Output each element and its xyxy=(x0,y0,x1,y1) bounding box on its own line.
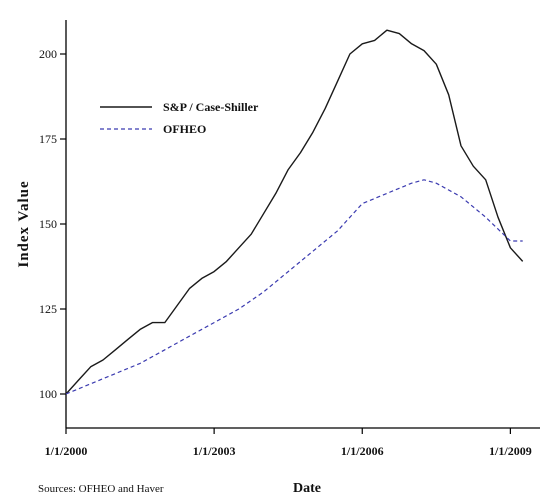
x-axis-ticks: 1/1/2000 1/1/2003 1/1/2006 1/1/2009 xyxy=(45,428,532,458)
x-tick-label: 1/1/2006 xyxy=(341,444,384,458)
series-line-ofheo xyxy=(66,180,523,394)
legend: S&P / Case-Shiller OFHEO xyxy=(100,100,259,136)
y-tick-label: 100 xyxy=(39,387,57,401)
series-layer xyxy=(66,30,523,394)
y-tick-label: 150 xyxy=(39,217,57,231)
y-tick-label: 200 xyxy=(39,47,57,61)
x-tick-label: 1/1/2003 xyxy=(193,444,236,458)
y-tick-label: 175 xyxy=(39,132,57,146)
legend-label-sp-case-shiller: S&P / Case-Shiller xyxy=(163,100,259,114)
x-tick-label: 1/1/2009 xyxy=(489,444,532,458)
series-line-sp-case-shiller xyxy=(66,30,523,394)
y-tick-label: 125 xyxy=(39,302,57,316)
source-note: Sources: OFHEO and Haver xyxy=(38,483,164,495)
y-axis-title: Index Value xyxy=(16,180,32,267)
x-axis-title: Date xyxy=(293,481,321,496)
x-tick-label: 1/1/2000 xyxy=(45,444,88,458)
legend-label-ofheo: OFHEO xyxy=(163,122,206,136)
y-axis-ticks: 100 125 150 175 200 xyxy=(39,47,66,401)
